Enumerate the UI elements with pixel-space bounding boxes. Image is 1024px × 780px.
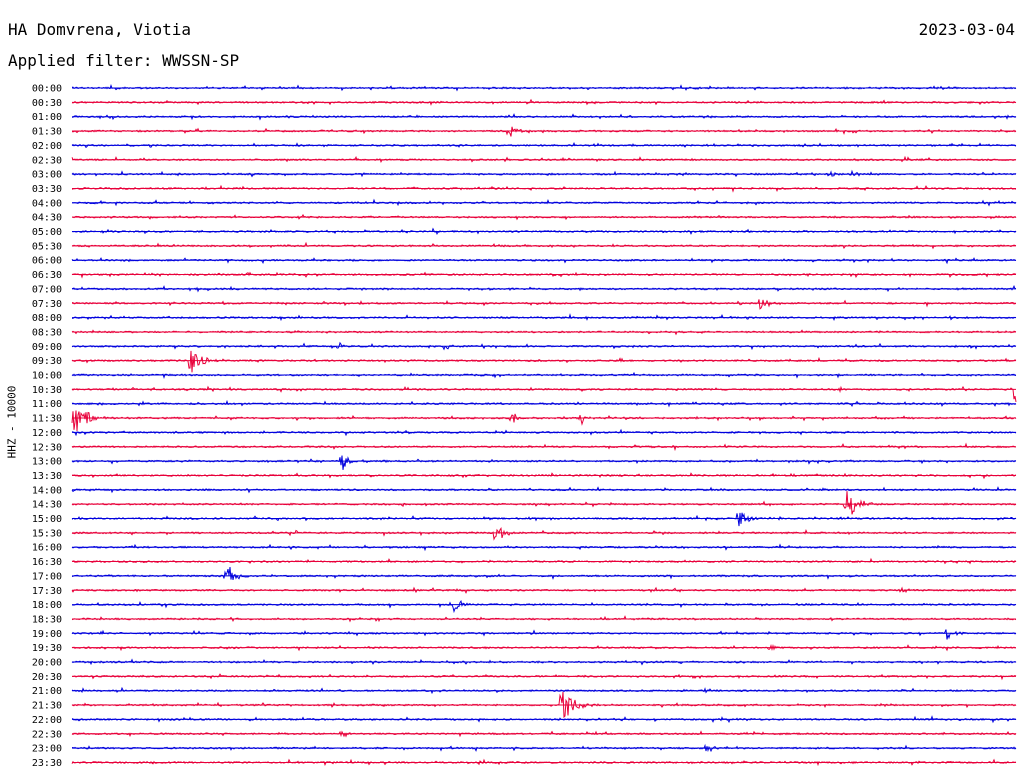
trace-line — [71, 526, 1017, 541]
time-tick-label: 23:00 — [32, 744, 62, 755]
time-tick-label: 14:00 — [32, 485, 62, 496]
time-tick-label: 20:30 — [32, 672, 62, 683]
time-tick-label: 03:30 — [32, 184, 62, 195]
time-tick-label: 09:30 — [32, 356, 62, 367]
time-tick-label: 22:00 — [32, 715, 62, 726]
time-tick-label: 18:30 — [32, 614, 62, 625]
time-tick-label: 11:30 — [32, 414, 62, 425]
time-tick-label: 04:30 — [32, 213, 62, 224]
trace-line — [72, 299, 1017, 310]
time-tick-label: 05:30 — [32, 241, 62, 252]
time-tick-label: 11:00 — [32, 399, 62, 410]
time-tick-label: 19:00 — [32, 629, 62, 640]
time-tick-label: 01:00 — [32, 112, 62, 123]
time-tick-label: 12:30 — [32, 442, 62, 453]
time-tick-label: 10:30 — [32, 385, 62, 396]
trace-line — [71, 455, 1017, 470]
time-tick-label: 20:00 — [32, 658, 62, 669]
time-tick-label: 23:30 — [32, 758, 62, 769]
time-tick-label: 22:30 — [32, 729, 62, 740]
trace-line — [71, 341, 1017, 351]
time-tick-label: 06:30 — [32, 270, 62, 281]
time-tick-label: 13:30 — [32, 471, 62, 482]
time-tick-label: 06:00 — [32, 256, 62, 267]
trace-line — [71, 512, 1017, 527]
time-tick-label: 10:00 — [32, 371, 62, 382]
time-tick-label: 04:00 — [32, 198, 62, 209]
time-tick-label: 01:30 — [32, 127, 62, 138]
time-tick-label: 12:00 — [32, 428, 62, 439]
time-tick-label: 05:00 — [32, 227, 62, 238]
time-tick-label: 21:00 — [32, 686, 62, 697]
time-tick-label: 03:00 — [32, 170, 62, 181]
time-tick-label: 09:00 — [32, 342, 62, 353]
time-tick-label: 08:00 — [32, 313, 62, 324]
trace-line — [71, 691, 1017, 719]
time-tick-label: 21:30 — [32, 701, 62, 712]
trace-line — [71, 629, 1017, 640]
trace-line — [72, 600, 1017, 614]
time-tick-label: 07:30 — [32, 299, 62, 310]
time-tick-label: 02:00 — [32, 141, 62, 152]
time-tick-label: 17:00 — [32, 571, 62, 582]
time-tick-label: 14:30 — [32, 500, 62, 511]
time-tick-label: 13:00 — [32, 457, 62, 468]
time-tick-label: 00:30 — [32, 98, 62, 109]
time-tick-label: 18:00 — [32, 600, 62, 611]
time-tick-label: 15:30 — [32, 528, 62, 539]
time-tick-label: 15:00 — [32, 514, 62, 525]
time-tick-label: 16:00 — [32, 543, 62, 554]
trace-line — [72, 126, 1017, 137]
trace-line — [71, 567, 1017, 581]
time-tick-label: 19:30 — [32, 643, 62, 654]
trace-line — [71, 350, 1017, 373]
date-label: 2023-03-04 — [918, 20, 1015, 39]
trace-line — [71, 491, 1017, 515]
time-tick-label: 17:30 — [32, 586, 62, 597]
time-tick-label: 16:30 — [32, 557, 62, 568]
trace-line — [71, 410, 1017, 432]
time-tick-label: 07:00 — [32, 284, 62, 295]
time-tick-label: 08:30 — [32, 327, 62, 338]
filter-label: Applied filter: WWSSN-SP — [8, 51, 240, 70]
time-tick-label: 02:30 — [32, 155, 62, 166]
station-title: HA Domvrena, Viotia — [8, 20, 192, 39]
time-tick-label: 00:00 — [32, 84, 62, 95]
